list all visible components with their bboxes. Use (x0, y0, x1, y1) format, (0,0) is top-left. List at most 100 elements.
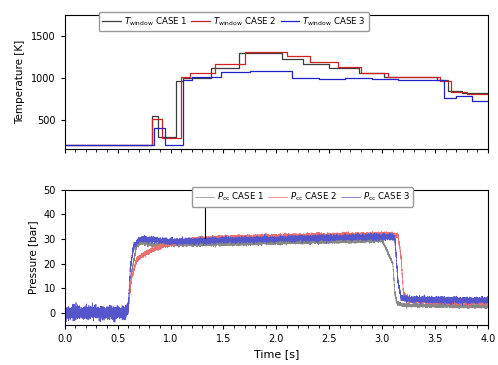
$T_{\mathregular{window}}$ CASE 2 (178, 136, 184, 140)
$T_{\mathregular{window}}$ CASE 1 (300, 57, 306, 61)
$P_{\mathregular{cc}}$ CASE 2 (84, 310, 90, 315)
$P_{\mathregular{cc}}$ CASE 2 (171, 242, 177, 246)
$P_{\mathregular{cc}}$ CASE 2 (284, 234, 290, 238)
$T_{\mathregular{window}}$ CASE 1 (173, 135, 179, 139)
$P_{\mathregular{cc}}$ CASE 3 (319, 235, 325, 240)
$T_{\mathregular{window}}$ CASE 1 (155, 135, 161, 139)
X-axis label: Time [s]: Time [s] (253, 349, 299, 360)
$T_{\mathregular{window}}$ CASE 2 (212, 62, 218, 66)
$T_{\mathregular{window}}$ CASE 3 (289, 76, 295, 80)
$T_{\mathregular{window}}$ CASE 3 (218, 75, 224, 79)
$T_{\mathregular{window}}$ CASE 3 (289, 69, 295, 73)
$T_{\mathregular{window}}$ CASE 3 (342, 77, 348, 81)
$P_{\mathregular{cc}}$ CASE 2 (485, 301, 491, 305)
$P_{\mathregular{cc}}$ CASE 2 (124, 308, 130, 312)
Line: $T_{\mathregular{window}}$ CASE 3: $T_{\mathregular{window}}$ CASE 3 (65, 71, 488, 145)
$T_{\mathregular{window}}$ CASE 1 (180, 79, 186, 83)
$T_{\mathregular{window}}$ CASE 3 (316, 77, 322, 81)
$P_{\mathregular{cc}}$ CASE 1 (171, 241, 177, 245)
Y-axis label: Pressure [bar]: Pressure [bar] (28, 220, 38, 294)
$T_{\mathregular{window}}$ CASE 2 (437, 79, 443, 83)
$T_{\mathregular{window}}$ CASE 3 (180, 78, 186, 82)
$T_{\mathregular{window}}$ CASE 1 (434, 78, 440, 82)
$P_{\mathregular{cc}}$ CASE 1 (485, 306, 491, 310)
$P_{\mathregular{cc}}$ CASE 3 (284, 236, 290, 241)
$T_{\mathregular{window}}$ CASE 3 (485, 99, 491, 103)
$T_{\mathregular{window}}$ CASE 2 (464, 92, 470, 96)
$P_{\mathregular{cc}}$ CASE 1 (379, 235, 385, 240)
$T_{\mathregular{window}}$ CASE 1 (356, 66, 362, 70)
Y-axis label: Temperature [K]: Temperature [K] (15, 40, 25, 124)
$T_{\mathregular{window}}$ CASE 1 (326, 66, 332, 70)
$P_{\mathregular{cc}}$ CASE 2 (378, 229, 384, 233)
$T_{\mathregular{window}}$ CASE 3 (342, 76, 348, 80)
$P_{\mathregular{cc}}$ CASE 2 (62, 310, 68, 315)
Line: $T_{\mathregular{window}}$ CASE 1: $T_{\mathregular{window}}$ CASE 1 (65, 53, 488, 145)
$T_{\mathregular{window}}$ CASE 2 (148, 143, 154, 147)
$T_{\mathregular{window}}$ CASE 1 (300, 62, 306, 66)
$T_{\mathregular{window}}$ CASE 1 (485, 91, 491, 95)
$T_{\mathregular{window}}$ CASE 2 (284, 50, 290, 54)
$T_{\mathregular{window}}$ CASE 3 (247, 69, 253, 73)
$T_{\mathregular{window}}$ CASE 3 (453, 93, 459, 98)
$T_{\mathregular{window}}$ CASE 1 (173, 79, 179, 83)
$T_{\mathregular{window}}$ CASE 2 (242, 62, 248, 66)
$P_{\mathregular{cc}}$ CASE 1 (69, 311, 75, 315)
$T_{\mathregular{window}}$ CASE 1 (326, 62, 332, 66)
$T_{\mathregular{window}}$ CASE 1 (62, 143, 68, 147)
$T_{\mathregular{window}}$ CASE 3 (316, 76, 322, 80)
$T_{\mathregular{window}}$ CASE 1 (148, 143, 154, 147)
$P_{\mathregular{cc}}$ CASE 3 (380, 231, 386, 235)
$T_{\mathregular{window}}$ CASE 2 (284, 54, 290, 58)
$T_{\mathregular{window}}$ CASE 1 (445, 89, 451, 93)
$T_{\mathregular{window}}$ CASE 1 (237, 51, 243, 55)
$T_{\mathregular{window}}$ CASE 2 (335, 65, 341, 69)
$T_{\mathregular{window}}$ CASE 2 (187, 75, 193, 80)
$T_{\mathregular{window}}$ CASE 1 (381, 75, 387, 80)
Line: $P_{\mathregular{cc}}$ CASE 3: $P_{\mathregular{cc}}$ CASE 3 (65, 233, 488, 322)
$T_{\mathregular{window}}$ CASE 2 (187, 70, 193, 75)
$P_{\mathregular{cc}}$ CASE 3 (84, 309, 90, 313)
$T_{\mathregular{window}}$ CASE 2 (159, 136, 165, 140)
$P_{\mathregular{cc}}$ CASE 2 (278, 236, 284, 240)
$T_{\mathregular{window}}$ CASE 2 (358, 70, 364, 75)
$T_{\mathregular{window}}$ CASE 1 (459, 91, 465, 95)
$T_{\mathregular{window}}$ CASE 1 (279, 51, 285, 55)
$T_{\mathregular{window}}$ CASE 2 (448, 79, 454, 83)
Line: $T_{\mathregular{window}}$ CASE 2: $T_{\mathregular{window}}$ CASE 2 (65, 52, 488, 145)
$T_{\mathregular{window}}$ CASE 3 (189, 78, 195, 82)
$T_{\mathregular{window}}$ CASE 3 (162, 126, 168, 131)
$T_{\mathregular{window}}$ CASE 2 (358, 65, 364, 69)
$T_{\mathregular{window}}$ CASE 1 (356, 70, 362, 75)
$T_{\mathregular{window}}$ CASE 3 (469, 93, 475, 98)
$P_{\mathregular{cc}}$ CASE 3 (63, 320, 69, 324)
$P_{\mathregular{cc}}$ CASE 3 (485, 299, 491, 303)
$T_{\mathregular{window}}$ CASE 1 (434, 75, 440, 80)
$T_{\mathregular{window}}$ CASE 2 (178, 75, 184, 80)
$T_{\mathregular{window}}$ CASE 3 (441, 96, 447, 100)
$T_{\mathregular{window}}$ CASE 2 (464, 90, 470, 95)
Legend: $T_{\mathregular{window}}$ CASE 1, $T_{\mathregular{window}}$ CASE 2, $T_{\mathr: $T_{\mathregular{window}}$ CASE 1, $T_{\… (99, 12, 369, 31)
$T_{\mathregular{window}}$ CASE 1 (148, 114, 154, 118)
$T_{\mathregular{window}}$ CASE 3 (369, 77, 374, 81)
$T_{\mathregular{window}}$ CASE 2 (159, 117, 165, 121)
$P_{\mathregular{cc}}$ CASE 2 (72, 311, 78, 315)
$T_{\mathregular{window}}$ CASE 2 (242, 50, 248, 54)
$P_{\mathregular{cc}}$ CASE 1 (278, 240, 284, 245)
$P_{\mathregular{cc}}$ CASE 3 (278, 234, 284, 239)
$P_{\mathregular{cc}}$ CASE 1 (284, 239, 290, 243)
$T_{\mathregular{window}}$ CASE 3 (150, 143, 156, 147)
$P_{\mathregular{cc}}$ CASE 1 (62, 311, 68, 315)
$T_{\mathregular{window}}$ CASE 3 (453, 96, 459, 100)
$T_{\mathregular{window}}$ CASE 2 (335, 60, 341, 65)
$T_{\mathregular{window}}$ CASE 3 (441, 78, 447, 82)
$T_{\mathregular{window}}$ CASE 2 (384, 75, 390, 80)
$T_{\mathregular{window}}$ CASE 3 (189, 75, 195, 79)
$P_{\mathregular{cc}}$ CASE 2 (319, 234, 325, 238)
$P_{\mathregular{cc}}$ CASE 1 (319, 238, 325, 243)
$T_{\mathregular{window}}$ CASE 1 (208, 66, 214, 70)
Line: $P_{\mathregular{cc}}$ CASE 1: $P_{\mathregular{cc}}$ CASE 1 (65, 238, 488, 313)
$T_{\mathregular{window}}$ CASE 1 (279, 57, 285, 61)
$T_{\mathregular{window}}$ CASE 1 (208, 76, 214, 80)
$P_{\mathregular{cc}}$ CASE 1 (84, 310, 90, 315)
